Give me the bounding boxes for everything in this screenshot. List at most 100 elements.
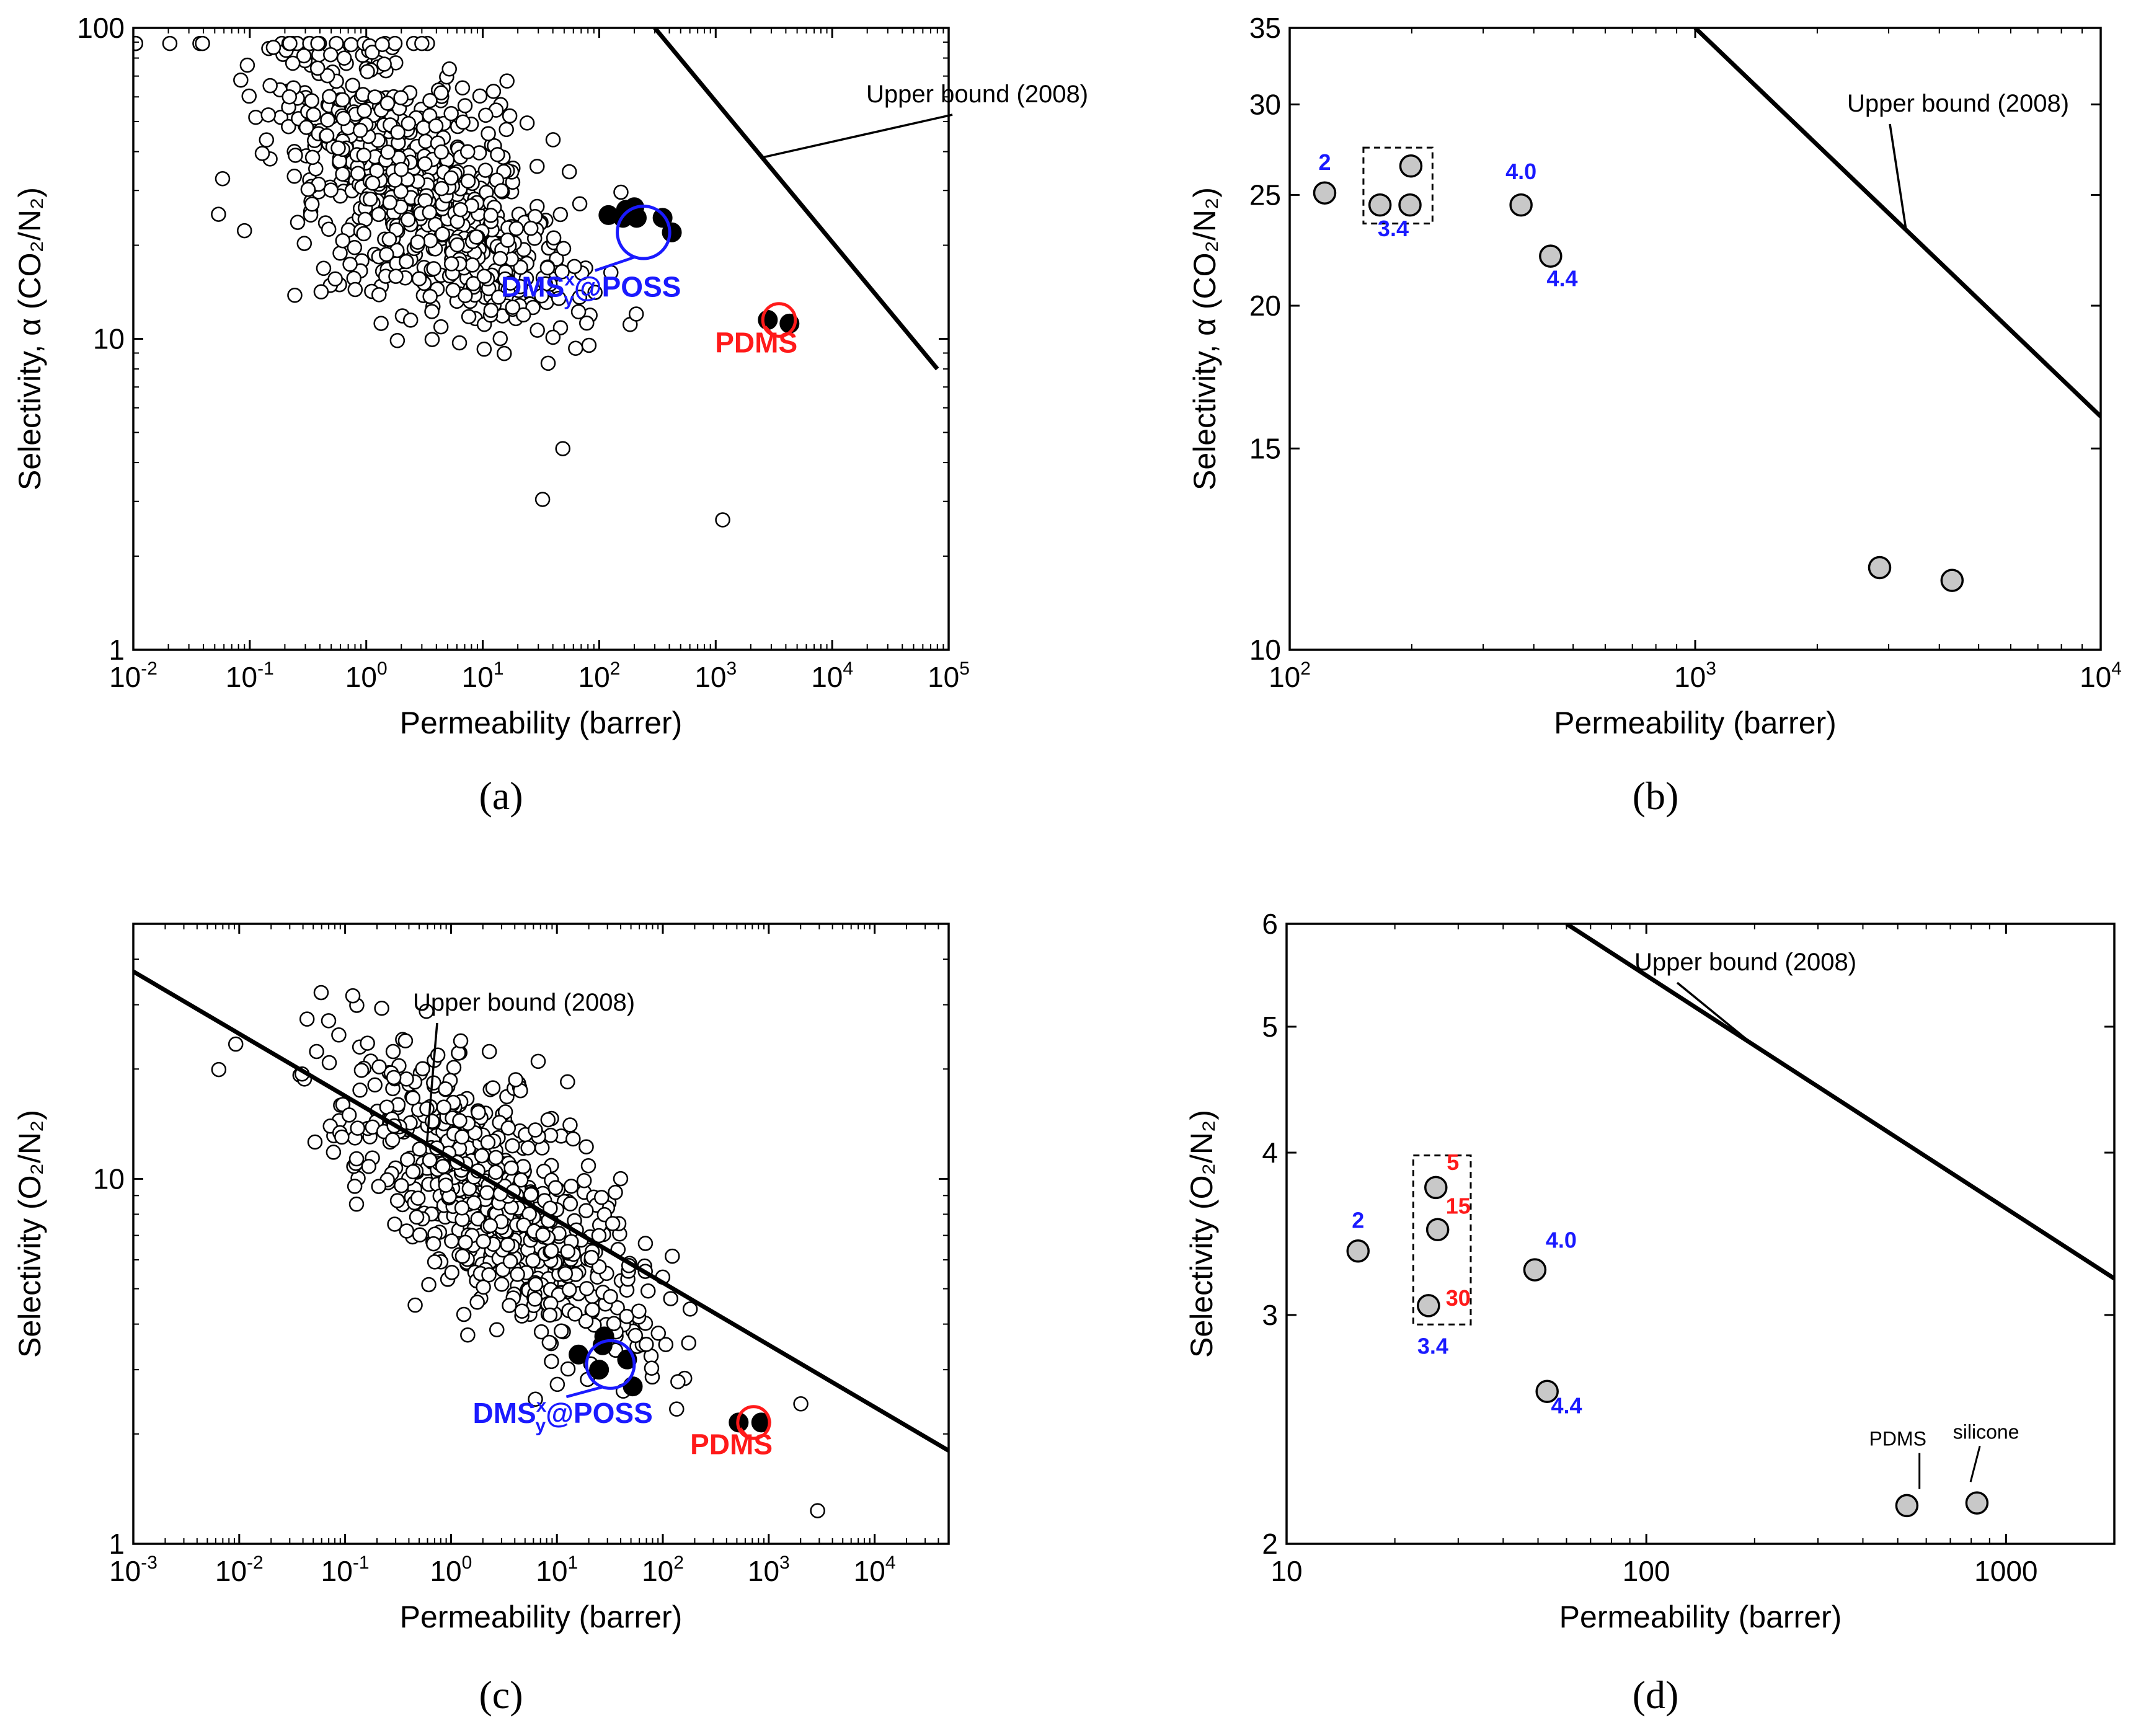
x-tick-base: 10 [215,1555,247,1587]
literature-point [490,147,505,162]
annotation-label: PDMS [715,327,797,359]
literature-point [348,1151,365,1167]
highlight-ring [616,205,672,260]
literature-point [260,107,276,123]
literature-point [494,183,509,198]
x-tick-label: 104 [811,658,853,693]
literature-point [438,1177,454,1193]
literature-point [362,191,378,207]
x-tick-exp: 3 [1706,658,1716,679]
literature-point [605,1216,621,1231]
literature-point [451,335,468,351]
literature-point [500,232,515,248]
point-label: 15 [1446,1194,1471,1219]
literature-point [534,288,549,304]
x-tick-exp: 3 [779,1552,790,1573]
literature-point [307,1134,323,1150]
annotation-text: DMS [501,270,564,303]
panel-caption: (a) [479,774,523,818]
literature-point [397,1033,414,1048]
literature-point [479,1185,495,1201]
literature-point [513,1172,529,1188]
literature-point [578,1203,594,1218]
literature-point [508,1072,523,1087]
literature-point [345,988,361,1004]
literature-point [298,120,314,135]
literature-point [457,98,473,113]
literature-point [472,88,488,104]
literature-point [519,115,535,131]
point-label: 3.4 [1417,1334,1448,1359]
literature-point [556,241,572,257]
literature-point [422,92,438,108]
literature-point [488,1164,503,1180]
literature-point [296,48,312,64]
literature-point [334,1129,350,1145]
x-tick-label: 101 [536,1552,578,1587]
x-tick-label: 100 [345,658,388,693]
literature-point [481,1267,497,1283]
literature-point [433,180,450,197]
literature-point [547,1180,564,1195]
literature-point [321,221,337,237]
literature-point [402,312,419,328]
literature-point [482,1218,499,1234]
literature-point [492,330,508,347]
x-tick-base: 10 [109,661,141,693]
x-tick-exp: -1 [353,1552,370,1573]
literature-point [444,1233,459,1249]
x-axis-label: Permeability (barrer) [1559,1600,1842,1634]
y-tick-label: 30 [1249,88,1281,120]
literature-point [608,1184,623,1200]
literature-point [454,1248,471,1264]
plot-frame [1285,923,2116,1545]
plot-area [1313,28,2101,592]
literature-point [290,215,306,230]
literature-point [414,35,430,51]
upper-bound-pointer [425,1022,438,1145]
x-tick-label: 10-2 [215,1552,264,1587]
x-tick-label: 10-3 [109,1552,157,1587]
literature-point [658,1337,674,1352]
y-tick-label: 2 [1262,1528,1278,1560]
literature-point [419,1003,434,1019]
highlight-ring [585,1339,636,1390]
highlight-point [623,1376,643,1397]
literature-point [587,285,603,300]
literature-point [793,1396,809,1412]
upper-bound-pointer [1676,981,1753,1045]
literature-point [316,260,332,277]
literature-point [211,1061,227,1078]
literature-point [456,1306,472,1322]
literature-point [650,1326,667,1341]
point-label: 2 [1318,149,1331,175]
annotation-text: PDMS [715,327,797,359]
literature-point [233,72,249,88]
literature-point [360,64,375,79]
literature-point [508,221,524,236]
point-label: 2 [1352,1208,1364,1233]
x-tick-exp: 4 [843,658,853,679]
literature-point [561,1282,577,1298]
literature-point [286,168,302,184]
literature-point [373,316,389,331]
x-tick-base: 10 [578,661,609,693]
x-tick-base: 10 [1269,661,1300,693]
literature-point [319,128,335,144]
y-tick-label: 1 [109,634,125,666]
literature-point [681,1335,696,1351]
literature-point [321,1055,337,1071]
x-tick-base: 10 [748,1555,779,1587]
literature-point [401,116,417,131]
literature-point [361,1159,376,1174]
literature-point [248,109,264,125]
literature-point [371,1179,387,1194]
x-tick-exp: 3 [727,658,737,679]
literature-point [471,1105,486,1120]
literature-point [534,492,551,507]
literature-point [367,1077,383,1093]
x-tick-base: 10 [321,1555,353,1587]
literature-point [544,1353,559,1370]
literature-point [336,50,352,66]
